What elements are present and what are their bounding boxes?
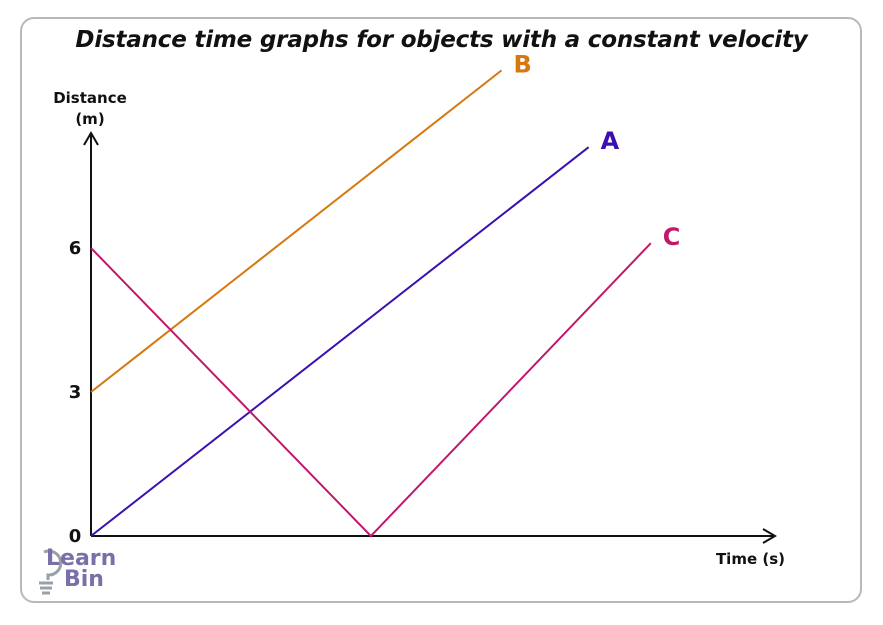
y-ticks: 0 3 6 — [69, 238, 82, 547]
y-axis-label-line2: (m) — [75, 110, 104, 128]
y-tick-label: 6 — [69, 238, 82, 259]
x-axis-label: Time (s) — [716, 550, 785, 568]
chart-title: Distance time graphs for objects with a … — [75, 27, 808, 53]
y-axis-label-line1: Distance — [53, 89, 127, 107]
series-line-b — [90, 69, 503, 393]
series-label-a: A — [601, 127, 620, 155]
series-line-a — [90, 146, 590, 537]
series-lines — [90, 69, 652, 538]
y-axis-arrow — [83, 131, 99, 146]
series-line-c — [90, 242, 652, 538]
lightbulb-icon — [39, 549, 63, 595]
y-tick-label: 0 — [69, 526, 82, 547]
x-axis-arrow — [762, 528, 777, 544]
series-labels: A B C — [514, 50, 681, 251]
series-label-b: B — [514, 50, 532, 78]
logo-line2: Bin — [64, 567, 104, 592]
chart-frame — [20, 17, 862, 603]
logo-text: Learn Bin — [46, 546, 117, 592]
axes — [83, 131, 777, 544]
series-label-c: C — [663, 223, 681, 251]
logo-line1: Learn — [46, 546, 117, 571]
y-tick-label: 3 — [69, 382, 82, 403]
